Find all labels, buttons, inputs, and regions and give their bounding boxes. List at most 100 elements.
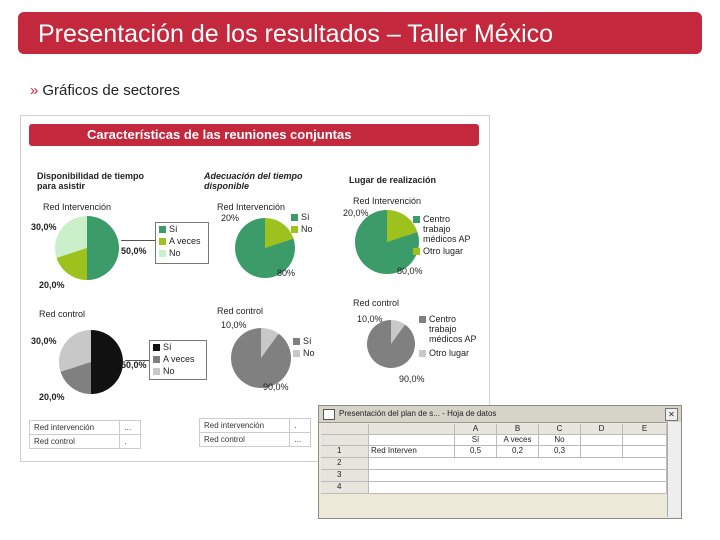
panel-title: Características de las reuniones conjunt… bbox=[87, 127, 352, 142]
legend-label: Centro trabajo médicos AP bbox=[429, 314, 477, 344]
legend-label: Sí bbox=[169, 224, 178, 234]
pie-availability-intervention bbox=[55, 216, 119, 280]
legend-availability-control bbox=[149, 340, 207, 380]
pie-location-intervention bbox=[355, 210, 419, 274]
sheet-row-empty[interactable] bbox=[369, 482, 667, 494]
sheet-cell[interactable] bbox=[581, 435, 623, 446]
table-cell: Red intervención bbox=[198, 418, 291, 433]
sheet-cell[interactable]: 0,2 bbox=[497, 446, 539, 458]
legend-label: Otro lugar bbox=[429, 348, 470, 358]
legend-swatch-yes bbox=[291, 214, 298, 221]
legend-swatch-no bbox=[293, 350, 300, 357]
legend-swatch-other bbox=[413, 248, 420, 255]
table-row: Red control. bbox=[28, 434, 141, 449]
sheet-cell[interactable] bbox=[623, 446, 667, 458]
legend-label: Sí bbox=[301, 212, 310, 222]
legend-swatch-other bbox=[419, 350, 426, 357]
table-row: Red control... bbox=[198, 432, 311, 447]
pie-label: 80,0% bbox=[397, 266, 423, 276]
legend-swatch-sometimes bbox=[159, 238, 166, 245]
vertical-scrollbar[interactable] bbox=[667, 422, 681, 517]
connector-line bbox=[121, 240, 155, 241]
table-cell: . bbox=[289, 418, 311, 433]
col2-title: Adecuación del tiempo disponible bbox=[204, 171, 303, 191]
col3-title: Lugar de realización bbox=[349, 175, 437, 185]
pie-label: 50,0% bbox=[121, 360, 147, 370]
pie-label: 90,0% bbox=[263, 382, 289, 392]
legend-label: No bbox=[163, 366, 175, 376]
column-header[interactable]: D bbox=[581, 424, 623, 435]
table-cell: Red control bbox=[198, 432, 291, 447]
bullet-marker: » bbox=[30, 82, 39, 99]
slide-title: Presentación de los resultados – Taller … bbox=[38, 20, 554, 48]
table-row: Red intervención... bbox=[28, 420, 141, 435]
group-label-ctrl-2: Red control bbox=[217, 306, 264, 316]
table-cell: Red control bbox=[28, 434, 121, 449]
column-header[interactable] bbox=[369, 424, 455, 435]
title-banner: Presentación de los resultados – Taller … bbox=[18, 12, 702, 54]
legend-swatch-no bbox=[153, 368, 160, 375]
row-header[interactable]: 3 bbox=[321, 470, 369, 482]
row-header[interactable]: 1 bbox=[321, 446, 369, 458]
datasheet-titlebar[interactable]: Presentación del plan de s... - Hoja de … bbox=[319, 406, 681, 423]
corner-cell[interactable] bbox=[321, 424, 369, 435]
sheet-cell[interactable] bbox=[369, 435, 455, 446]
column-header[interactable]: A bbox=[455, 424, 497, 435]
legend-swatch-no bbox=[291, 226, 298, 233]
legend-label: A veces bbox=[163, 354, 195, 364]
datasheet-title: Presentación del plan de s... - Hoja de … bbox=[339, 409, 497, 418]
legend-swatch-yes bbox=[159, 226, 166, 233]
column-header[interactable]: E bbox=[623, 424, 667, 435]
legend-availability bbox=[155, 222, 209, 264]
pie-label: 10,0% bbox=[221, 320, 247, 330]
column-header[interactable]: C bbox=[539, 424, 581, 435]
legend-label: Sí bbox=[303, 336, 312, 346]
group-label-ctrl-1: Red control bbox=[39, 309, 86, 319]
legend-label: A veces bbox=[169, 236, 201, 246]
pie-time-adequacy-intervention bbox=[235, 218, 295, 278]
close-icon[interactable]: ✕ bbox=[665, 408, 678, 421]
panel-header: Características de las reuniones conjunt… bbox=[29, 124, 479, 146]
summary-table-2: Red intervención. Red control... bbox=[198, 418, 311, 447]
datasheet-window[interactable]: Presentación del plan de s... - Hoja de … bbox=[318, 405, 682, 519]
sheet-cell[interactable] bbox=[623, 435, 667, 446]
pie-availability-control bbox=[59, 330, 123, 394]
pie-label: 50,0% bbox=[121, 246, 147, 256]
legend-label: No bbox=[303, 348, 315, 358]
sheet-row-empty[interactable] bbox=[369, 470, 667, 482]
datasheet-grid-icon bbox=[323, 409, 335, 420]
sheet-cell[interactable]: Sí bbox=[455, 435, 497, 446]
pie-label: 20,0% bbox=[39, 280, 65, 290]
charts-panel: Características de las reuniones conjunt… bbox=[20, 115, 490, 462]
table-cell: ... bbox=[289, 432, 311, 447]
pie-label: 20% bbox=[221, 213, 240, 223]
pie-label: 20,0% bbox=[39, 392, 65, 402]
legend-swatch-yes bbox=[293, 338, 300, 345]
sheet-cell[interactable]: 0,3 bbox=[539, 446, 581, 458]
sheet-cell[interactable]: 0,5 bbox=[455, 446, 497, 458]
group-label-ctrl-3: Red control bbox=[353, 298, 400, 308]
legend-label: Centro trabajo médicos AP bbox=[423, 214, 471, 244]
sheet-cell[interactable]: A veces bbox=[497, 435, 539, 446]
table-cell: . bbox=[119, 434, 141, 449]
row-header[interactable]: 2 bbox=[321, 458, 369, 470]
sheet-cell[interactable]: Red Interven bbox=[369, 446, 455, 458]
summary-table-1: Red intervención... Red control. bbox=[28, 420, 141, 449]
legend-swatch-no bbox=[159, 250, 166, 257]
legend-label: No bbox=[301, 224, 313, 234]
row-header[interactable]: 4 bbox=[321, 482, 369, 494]
sheet-cell[interactable]: No bbox=[539, 435, 581, 446]
subtitle-text: Gráficos de sectores bbox=[42, 82, 180, 99]
legend-swatch-yes bbox=[153, 344, 160, 351]
pie-label: 90,0% bbox=[399, 374, 425, 384]
sheet-cell[interactable] bbox=[581, 446, 623, 458]
pie-label: 30,0% bbox=[31, 222, 57, 232]
pie-label: 10,0% bbox=[357, 314, 383, 324]
row-header[interactable] bbox=[321, 435, 369, 446]
sheet-row-empty[interactable] bbox=[369, 458, 667, 470]
group-label-int-2: Red Intervención bbox=[217, 202, 286, 212]
legend-label: Otro lugar bbox=[423, 246, 464, 256]
pie-label: 20,0% bbox=[343, 208, 369, 218]
legend-swatch-sometimes bbox=[153, 356, 160, 363]
column-header[interactable]: B bbox=[497, 424, 539, 435]
